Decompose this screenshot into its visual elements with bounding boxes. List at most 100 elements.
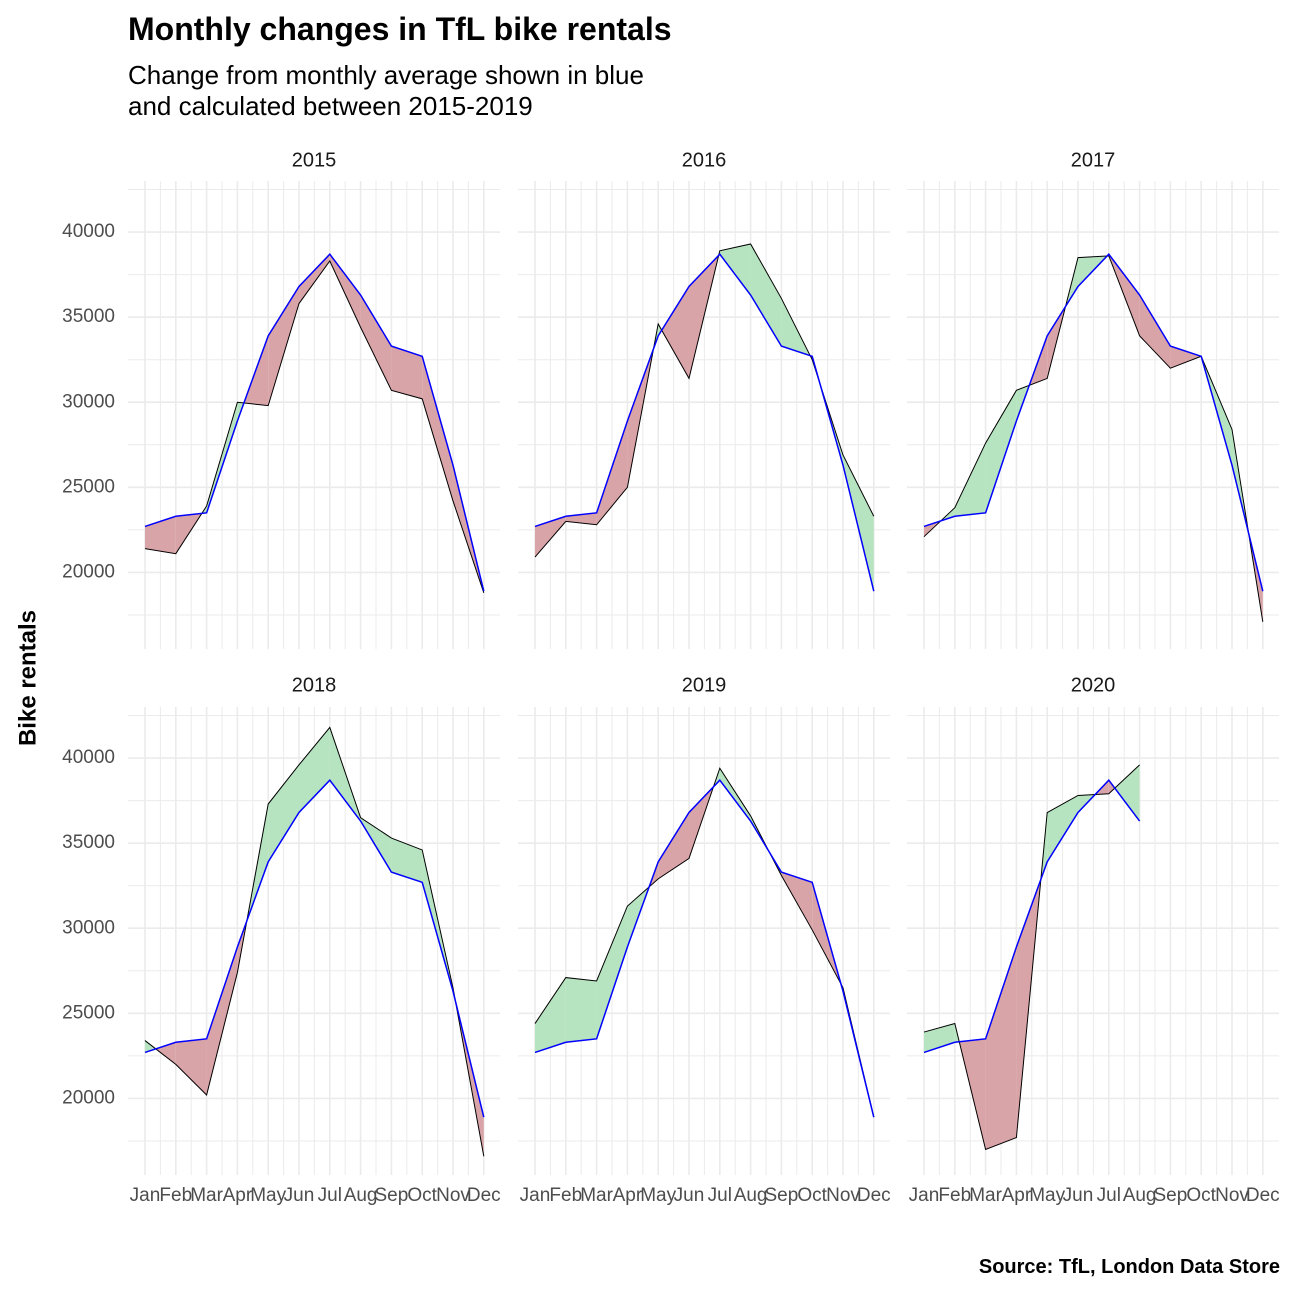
x-tick-label: Apr xyxy=(1002,1185,1032,1206)
x-tick-label: May xyxy=(1029,1185,1065,1206)
x-tick-label: Dec xyxy=(467,1185,501,1206)
x-tick-label: Sep xyxy=(374,1185,408,1206)
x-tick-label: Feb xyxy=(549,1185,582,1206)
difference-ribbon xyxy=(268,764,299,862)
x-tick-label: Apr xyxy=(613,1185,643,1206)
difference-ribbon xyxy=(985,390,1017,513)
difference-ribbon xyxy=(1047,795,1078,862)
chart-title: Monthly changes in TfL bike rentals xyxy=(128,11,672,47)
y-tick-label: 25000 xyxy=(62,476,115,497)
difference-ribbon xyxy=(206,946,238,1096)
difference-ribbon xyxy=(299,727,330,813)
chart-subtitle: Change from monthly average shown in blu… xyxy=(128,60,644,122)
average-line xyxy=(534,253,875,592)
difference-ribbon xyxy=(535,516,566,558)
difference-ribbon xyxy=(535,977,566,1053)
x-tick-label: May xyxy=(250,1185,286,1206)
difference-ribbon xyxy=(360,295,392,391)
difference-ribbon xyxy=(719,243,751,296)
facet-label: 2018 xyxy=(292,674,337,696)
x-tick-label: Dec xyxy=(1246,1185,1280,1206)
difference-ribbon xyxy=(1108,780,1115,794)
x-tick-label: Feb xyxy=(159,1185,192,1206)
x-tick-label: Aug xyxy=(734,1185,768,1206)
difference-ribbon xyxy=(299,254,330,304)
x-tick-label: Dec xyxy=(857,1185,891,1206)
x-tick-label: Jul xyxy=(318,1185,342,1206)
x-tick-label: Sep xyxy=(764,1185,798,1206)
y-tick-label: 20000 xyxy=(62,561,115,582)
x-tick-label: May xyxy=(640,1185,676,1206)
difference-ribbon xyxy=(596,420,628,525)
difference-ribbon xyxy=(391,346,423,399)
y-tick-label: 35000 xyxy=(62,832,115,853)
y-tick-label: 25000 xyxy=(62,1002,115,1023)
difference-ribbon xyxy=(1139,295,1171,369)
average-line xyxy=(144,253,485,592)
difference-ribbon xyxy=(1114,764,1140,822)
facet-label: 2017 xyxy=(1071,149,1116,171)
difference-ribbon xyxy=(954,443,986,517)
actual-line xyxy=(923,764,1140,1151)
actual-line xyxy=(534,767,875,1118)
facet-label: 2020 xyxy=(1071,674,1116,696)
difference-ribbon xyxy=(422,356,453,501)
x-tick-label: Jan xyxy=(909,1185,940,1206)
x-tick-label: Jul xyxy=(1097,1185,1121,1206)
y-tick-label: 40000 xyxy=(62,747,115,768)
x-tick-label: Oct xyxy=(797,1185,827,1206)
facet-label: 2016 xyxy=(682,149,727,171)
average-line xyxy=(923,253,1264,592)
difference-ribbon xyxy=(924,1023,955,1053)
y-tick-label: 30000 xyxy=(62,391,115,412)
x-tick-label: Jun xyxy=(1063,1185,1094,1206)
x-tick-label: Aug xyxy=(1123,1185,1157,1206)
panel-2016: 2016 xyxy=(518,149,890,649)
difference-ribbon xyxy=(329,254,361,328)
x-tick-label: Feb xyxy=(938,1185,971,1206)
x-tick-label: Oct xyxy=(1186,1185,1216,1206)
average-line xyxy=(534,779,875,1118)
difference-ribbon xyxy=(391,838,423,883)
facet-label: 2019 xyxy=(682,674,727,696)
actual-line xyxy=(923,255,1264,622)
x-tick-label: Nov xyxy=(436,1185,470,1206)
difference-ribbon xyxy=(750,243,782,347)
actual-line xyxy=(144,726,485,1157)
x-tick-label: Mar xyxy=(190,1185,223,1206)
x-tick-label: Mar xyxy=(580,1185,613,1206)
y-axis-label: Bike rentals xyxy=(14,610,41,746)
difference-ribbon xyxy=(268,286,299,406)
panel-2017: 2017 xyxy=(907,149,1279,649)
y-tick-label: 40000 xyxy=(62,221,115,242)
average-line xyxy=(923,779,1141,1054)
y-tick-label: 20000 xyxy=(62,1087,115,1108)
source-caption: Source: TfL, London Data Store xyxy=(978,1256,1280,1278)
x-tick-label: Sep xyxy=(1153,1185,1187,1206)
x-tick-label: Oct xyxy=(407,1185,437,1206)
x-tick-label: Apr xyxy=(223,1185,253,1206)
x-tick-label: Aug xyxy=(344,1185,378,1206)
difference-ribbon xyxy=(719,768,751,822)
x-tick-label: Jan xyxy=(130,1185,161,1206)
panel-2015: 2015 20000 25000 30000 35000 40000 xyxy=(62,149,500,649)
difference-ribbon xyxy=(658,323,662,336)
difference-ribbon xyxy=(658,812,689,879)
facet-label: 2015 xyxy=(292,149,337,171)
y-tick-label: 35000 xyxy=(62,306,115,327)
x-tick-label: Jun xyxy=(284,1185,315,1206)
difference-ribbon xyxy=(175,1038,207,1096)
subtitle-line-1: Change from monthly average shown in blu… xyxy=(128,60,644,90)
difference-ribbon xyxy=(596,906,628,1039)
x-tick-label: Jul xyxy=(708,1185,732,1206)
difference-ribbon xyxy=(985,946,1017,1150)
difference-ribbon xyxy=(145,516,176,554)
y-tick-label: 30000 xyxy=(62,917,115,938)
x-tick-label: Jun xyxy=(674,1185,705,1206)
x-tick-label: Nov xyxy=(1215,1185,1249,1206)
x-tick-label: Mar xyxy=(969,1185,1002,1206)
